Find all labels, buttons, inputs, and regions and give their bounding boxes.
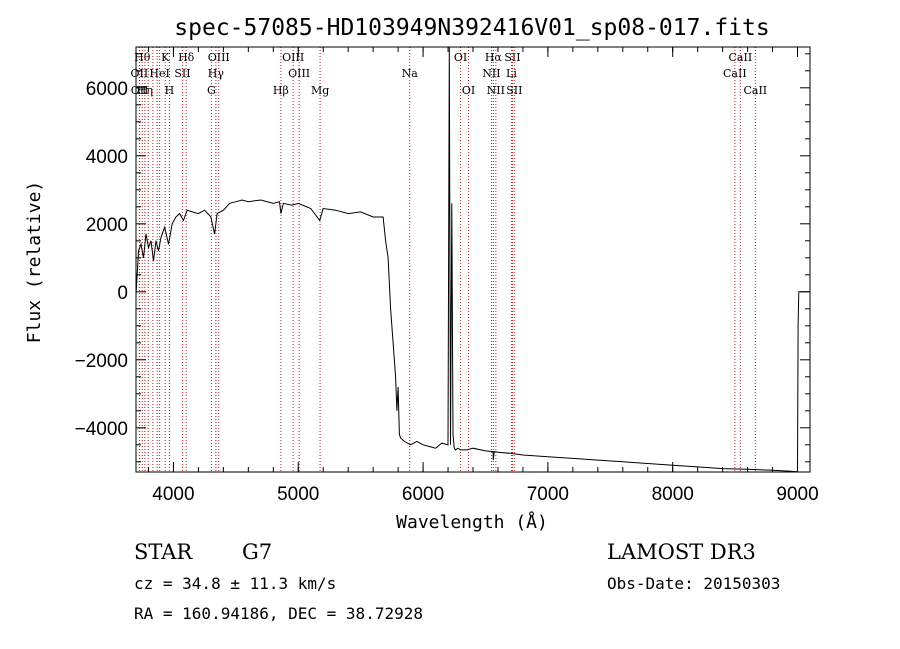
chart-title: spec-57085-HD103949N392416V01_sp08-017.f…	[174, 15, 769, 41]
y-axis-label: Flux (relative)	[24, 181, 45, 344]
subclass: G7	[242, 540, 272, 564]
x-tick-label: 7000	[527, 484, 569, 505]
y-tick-label: −4000	[75, 419, 128, 440]
line-marker-label: Hη	[137, 84, 153, 97]
line-marker-label: OIII	[288, 67, 310, 80]
emission-line-markers: HθOIIOIIHηHeIKHSIIHδGHγOIIIHβOIIIOIIIMgN…	[131, 47, 767, 472]
y-tick-label: 0	[117, 283, 128, 304]
line-marker-label: OI	[454, 51, 467, 64]
line-marker-label: CaII	[729, 51, 753, 64]
redshift-cz: cz = 34.8 ± 11.3 km/s	[134, 574, 336, 593]
y-axis-ticks: −4000 −2000 0 2000 4000 6000	[75, 53, 810, 463]
line-marker-label: Hα	[485, 51, 503, 64]
line-marker-label: NII	[487, 84, 505, 97]
x-tick-label: 5000	[277, 484, 319, 505]
line-marker-label: OII	[131, 84, 149, 97]
flux-line	[135, 46, 810, 473]
x-axis-label: Wavelength (Å)	[396, 511, 548, 533]
line-marker-label: CaII	[723, 67, 747, 80]
y-tick-label: 2000	[86, 215, 128, 236]
line-marker-label: NII	[482, 67, 500, 80]
line-marker-label: Hδ	[178, 51, 195, 64]
line-marker-label: OIII	[282, 51, 304, 64]
line-marker-label: H	[165, 84, 175, 97]
y-tick-label: 4000	[86, 147, 128, 168]
line-marker-label: Hγ	[208, 67, 225, 80]
line-marker-label: CaII	[743, 84, 767, 97]
line-marker-label: HeI	[149, 67, 169, 80]
line-marker-label: OII	[131, 67, 149, 80]
line-marker-label: OI	[462, 84, 475, 97]
x-tick-label: 8000	[652, 484, 694, 505]
y-tick-label: −2000	[75, 351, 128, 372]
line-marker-label: OIII	[208, 51, 230, 64]
flux-series	[135, 46, 810, 473]
survey-name: LAMOST DR3	[607, 540, 756, 564]
x-tick-label: 9000	[776, 484, 818, 505]
x-axis-ticks: 4000 5000 6000 7000 8000 9000	[147, 47, 819, 505]
line-marker-label: G	[207, 84, 216, 97]
plot-frame	[135, 46, 811, 473]
obs-date: Obs-Date: 20150303	[607, 574, 780, 593]
line-marker-label: Mg	[311, 84, 329, 97]
line-marker-label: Li	[506, 67, 517, 80]
y-tick-label: 6000	[86, 79, 128, 100]
coordinates: RA = 160.94186, DEC = 38.72928	[134, 604, 423, 623]
line-marker-label: SII	[504, 51, 520, 64]
x-tick-label: 4000	[152, 484, 194, 505]
line-marker-label: SII	[174, 67, 190, 80]
line-marker-label: Hβ	[273, 84, 289, 97]
object-type: STAR	[134, 540, 193, 564]
x-tick-label: 6000	[402, 484, 444, 505]
line-marker-label: SII	[506, 84, 522, 97]
line-marker-label: K	[161, 51, 170, 64]
line-marker-label: Na	[402, 67, 419, 80]
